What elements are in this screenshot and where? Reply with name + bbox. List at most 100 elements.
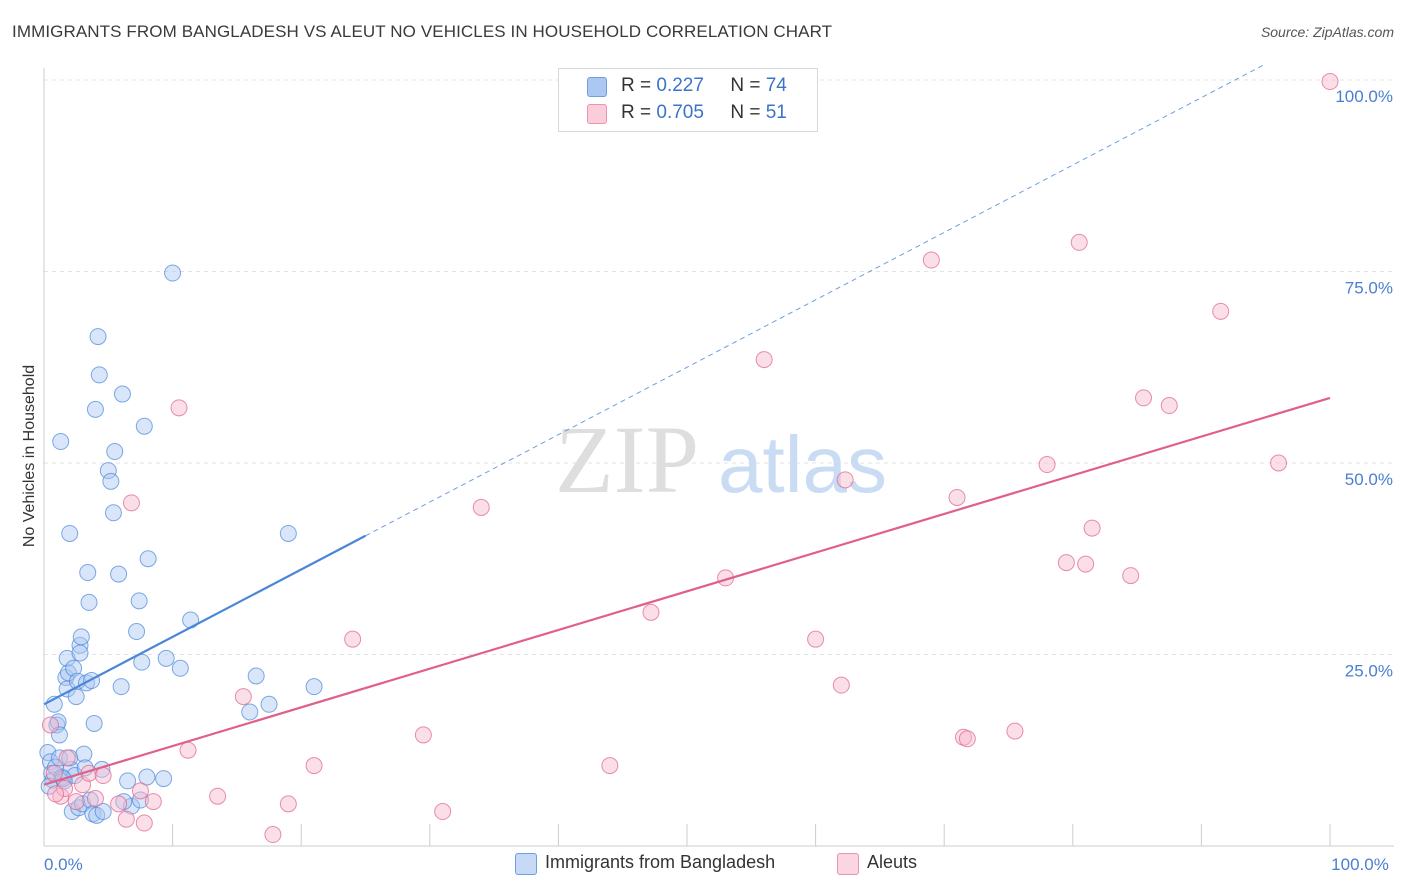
point-bangladesh bbox=[128, 623, 146, 641]
point-aleuts bbox=[264, 826, 282, 844]
point-aleuts bbox=[110, 795, 128, 813]
y-axis-label: No Vehicles in Household bbox=[21, 365, 38, 547]
point-bangladesh bbox=[72, 628, 90, 646]
point-aleuts bbox=[131, 782, 149, 800]
data-points bbox=[39, 73, 1339, 844]
point-aleuts bbox=[209, 787, 227, 805]
watermark-atlas: atlas bbox=[718, 420, 887, 509]
point-aleuts bbox=[434, 803, 452, 821]
point-aleuts bbox=[56, 780, 74, 798]
point-bangladesh bbox=[305, 678, 323, 696]
point-aleuts bbox=[1083, 519, 1101, 537]
point-aleuts bbox=[922, 251, 940, 269]
point-bangladesh bbox=[157, 649, 175, 667]
point-aleuts bbox=[755, 351, 773, 369]
point-bangladesh bbox=[71, 644, 89, 662]
axes bbox=[43, 68, 1394, 847]
point-aleuts bbox=[86, 790, 104, 808]
legend-swatch-aleuts bbox=[837, 853, 859, 875]
source-label: Source: ZipAtlas.com bbox=[1260, 24, 1394, 40]
grid-lines bbox=[44, 79, 1394, 655]
point-bangladesh bbox=[130, 592, 148, 610]
trend-line-bangladesh-extension bbox=[365, 63, 1266, 537]
point-aleuts bbox=[94, 767, 112, 785]
point-bangladesh bbox=[102, 472, 120, 490]
point-aleuts bbox=[948, 488, 966, 506]
point-aleuts bbox=[144, 793, 162, 811]
chart-title: IMMIGRANTS FROM BANGLADESH VS ALEUT NO V… bbox=[12, 22, 833, 41]
y-tick-label: 25.0% bbox=[1345, 662, 1393, 681]
y-tick-label: 75.0% bbox=[1345, 279, 1393, 298]
point-aleuts bbox=[1038, 456, 1056, 474]
point-bangladesh bbox=[85, 714, 103, 732]
point-aleuts bbox=[179, 741, 197, 759]
point-bangladesh bbox=[58, 649, 76, 667]
point-aleuts bbox=[47, 785, 65, 803]
legend-label-bangladesh: Immigrants from Bangladesh bbox=[545, 852, 776, 872]
point-bangladesh bbox=[155, 770, 173, 788]
watermark: ZIP atlas bbox=[555, 406, 887, 513]
y-tick-label: 100.0% bbox=[1335, 87, 1393, 106]
legend-n-label: N = bbox=[730, 75, 761, 96]
point-aleuts bbox=[117, 810, 135, 828]
point-bangladesh bbox=[90, 366, 108, 384]
legend-r-label: R = bbox=[621, 75, 652, 96]
point-aleuts bbox=[234, 688, 252, 706]
point-bangladesh bbox=[138, 768, 156, 786]
point-bangladesh bbox=[135, 417, 153, 435]
point-aleuts bbox=[1212, 302, 1230, 320]
point-bangladesh bbox=[79, 564, 97, 582]
point-aleuts bbox=[122, 494, 140, 512]
point-aleuts bbox=[836, 471, 854, 489]
point-bangladesh bbox=[104, 504, 122, 522]
point-bangladesh bbox=[110, 565, 128, 583]
point-bangladesh bbox=[74, 795, 92, 813]
x-tick-label: 0.0% bbox=[44, 855, 83, 874]
correlation-legend: R = 0.227 N = 74 R = 0.705 N = 51 bbox=[558, 68, 818, 132]
point-aleuts bbox=[1122, 567, 1140, 585]
series-legend: Immigrants from Bangladesh Aleuts bbox=[0, 852, 1406, 878]
point-bangladesh bbox=[80, 593, 98, 611]
point-aleuts bbox=[1070, 233, 1088, 251]
legend-n-value: 51 bbox=[765, 102, 787, 123]
point-bangladesh bbox=[119, 772, 137, 790]
point-aleuts bbox=[305, 757, 323, 775]
point-bangladesh bbox=[260, 695, 278, 713]
point-aleuts bbox=[1270, 454, 1288, 472]
point-bangladesh bbox=[131, 791, 149, 809]
point-bangladesh bbox=[171, 659, 189, 677]
trend-lines bbox=[43, 63, 1331, 786]
point-bangladesh bbox=[247, 667, 265, 685]
trend-line-bangladesh bbox=[43, 534, 367, 706]
point-aleuts bbox=[642, 603, 660, 621]
trend-line-aleuts bbox=[43, 396, 1331, 786]
legend-swatch-bangladesh bbox=[587, 77, 607, 97]
legend-n-value: 74 bbox=[765, 75, 787, 96]
legend-swatch-bangladesh bbox=[515, 853, 537, 875]
point-aleuts bbox=[170, 399, 188, 417]
point-bangladesh bbox=[89, 328, 107, 346]
point-aleuts bbox=[67, 793, 85, 811]
point-aleuts bbox=[832, 676, 850, 694]
legend-r-value: 0.227 bbox=[656, 75, 704, 96]
point-aleuts bbox=[601, 757, 619, 775]
point-bangladesh bbox=[106, 443, 124, 461]
legend-label-aleuts: Aleuts bbox=[867, 852, 918, 872]
point-aleuts bbox=[1006, 722, 1024, 740]
tick-labels: 25.0% 50.0% 75.0% 100.0% 0.0% 100.0% bbox=[44, 87, 1393, 874]
y-tick-label: 50.0% bbox=[1345, 470, 1393, 489]
point-bangladesh bbox=[99, 462, 117, 480]
point-bangladesh bbox=[113, 385, 131, 403]
point-aleuts bbox=[807, 630, 825, 648]
point-aleuts bbox=[135, 814, 153, 832]
legend-n-label: N = bbox=[730, 102, 761, 123]
point-aleuts bbox=[1077, 555, 1095, 573]
point-aleuts bbox=[414, 726, 432, 744]
point-aleuts bbox=[1321, 73, 1339, 91]
point-aleuts bbox=[472, 498, 490, 516]
point-bangladesh bbox=[52, 433, 70, 451]
legend-r-label: R = bbox=[621, 102, 652, 123]
point-aleuts bbox=[1160, 397, 1178, 415]
point-bangladesh bbox=[94, 803, 112, 821]
